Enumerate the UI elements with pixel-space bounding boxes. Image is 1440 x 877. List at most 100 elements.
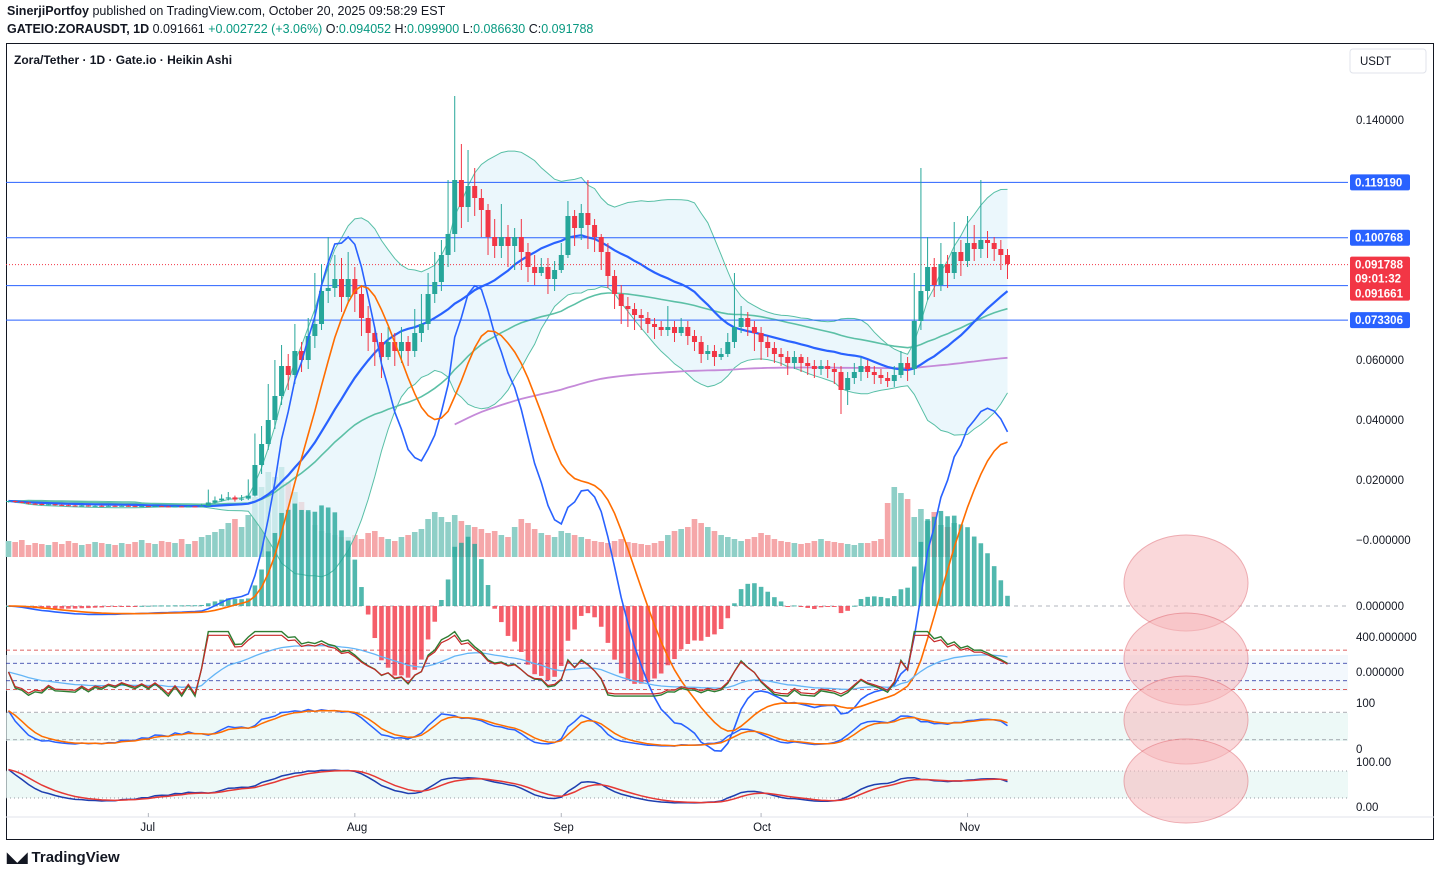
volume-bar [458,521,465,557]
candle-body [925,267,931,291]
volume-bar [132,542,138,557]
ohlc-line: GATEIO:ZORAUSDT, 1D 0.091661 +0.002722 (… [7,22,593,36]
volume-bar [804,543,811,557]
macd-histogram-bar [805,606,810,608]
macd-histogram-bar [272,532,278,606]
macd-histogram-bar [612,606,617,660]
candle-body [212,500,218,503]
macd-histogram-bar [465,536,471,606]
volume-bar [911,517,918,557]
volume-bar [391,541,398,557]
ma-50-line [8,292,1008,506]
candle-body [445,234,451,255]
price-tick-label: 0.040000 [1356,415,1404,427]
volume-bar [491,531,498,557]
time-tick-label: Oct [753,822,772,834]
volume-bar [691,519,698,557]
currency-button-label[interactable]: USDT [1360,56,1391,68]
volume-bar [791,543,798,557]
candle-body [998,249,1004,255]
candle-body [65,505,71,507]
volume-bar [92,542,98,557]
macd-histogram-bar [978,543,984,606]
volume-bar [398,537,405,557]
candle-body [845,378,851,390]
volume-bar [611,541,618,557]
volume-bar [618,539,625,557]
volume-bar [898,493,904,557]
macd-histogram-bar [845,606,850,611]
volume-bar [198,537,205,557]
macd-histogram-bar [365,606,371,615]
macd-histogram-bar [985,553,990,606]
candle-body [878,375,884,378]
candle-body [578,213,584,228]
macd-histogram-bar [532,606,537,675]
volume-bar [525,523,531,557]
macd-histogram-bar [52,606,58,609]
macd-histogram-bar [445,579,451,606]
candle-body [905,363,911,369]
macd-histogram-bar [86,606,91,609]
macd-histogram-bar [459,542,464,606]
volume-bar [678,529,684,557]
macd-histogram-bar [598,606,604,627]
price-tick-label: −0.000000 [1356,535,1411,547]
macd-histogram-bar [285,509,291,606]
brand-text: TradingView [31,849,120,866]
macd-histogram-bar [545,606,551,681]
candle-body [565,216,571,255]
macd-histogram-bar [179,605,184,607]
volume-bar [78,545,85,557]
candle-body [172,506,178,508]
macd-histogram-bar [705,606,711,637]
author-name[interactable]: SinerjiPortfoy [7,4,89,18]
candle-body [518,237,524,252]
macd-histogram-bar [472,543,477,606]
candle-body [638,315,644,318]
macd-histogram-bar [765,591,771,606]
candle-body [285,366,291,375]
macd-histogram-bar [292,503,298,606]
candle-body [259,444,265,465]
volume-bar [558,531,565,557]
indicator-tick-label: 100 [1356,698,1375,710]
candle-body [838,372,844,390]
candle-body [112,505,118,507]
volume-bar [485,533,491,557]
macd-histogram-bar [958,524,964,606]
currency-button[interactable] [1349,48,1427,74]
macd-histogram-bar [665,606,671,666]
candle-body [618,294,624,306]
macd-histogram-bar [625,606,631,681]
candle-body [432,282,438,294]
price-tick-label: 0.020000 [1356,475,1404,487]
volume-bar [125,544,132,557]
volume-bar [864,543,871,557]
candle-body [452,180,458,234]
volume-bar [844,544,851,557]
macd-histogram-bar [186,605,191,607]
candle-body [538,267,544,273]
macd-histogram-bar [838,606,844,614]
volume-bar [498,535,505,557]
candle-body [778,354,784,357]
macd-histogram-bar [865,596,870,606]
volume-bar [724,537,731,557]
macd-histogram-bar [212,601,218,606]
macd-histogram-bar [339,530,344,606]
volume-bar [478,529,485,557]
macd-histogram-bar [299,509,304,606]
candle-body [818,366,824,369]
volume-bar [72,543,78,557]
candle-body [292,351,298,375]
volume-bar [918,509,924,557]
price-level-tag [1350,312,1410,329]
macd-histogram-bar [872,596,877,606]
publish-info: SinerjiPortfoy published on TradingView.… [7,4,445,18]
volume-bar [225,523,232,557]
macd-histogram-bar [772,597,777,606]
macd-histogram-bar [552,606,557,677]
candle-body [458,180,464,207]
